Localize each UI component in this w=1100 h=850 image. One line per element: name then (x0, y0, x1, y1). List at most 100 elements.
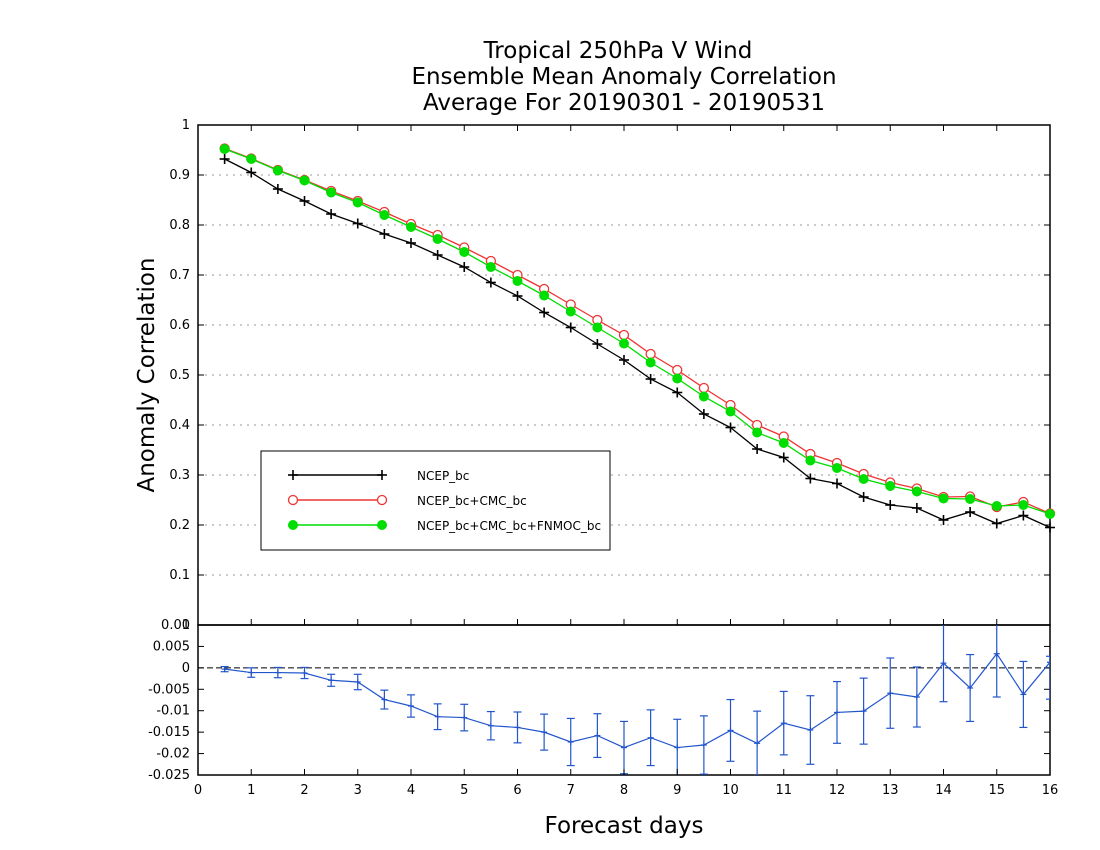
y-tick-label: 0 (182, 618, 190, 633)
data-point (885, 500, 896, 510)
data-point (619, 355, 629, 365)
data-point (778, 452, 789, 463)
y-tick-label: 0.1 (169, 568, 190, 583)
data-point (725, 406, 736, 417)
data-point (246, 154, 257, 164)
x-tick-label: 9 (673, 783, 681, 798)
data-point (752, 444, 763, 454)
data-point (219, 144, 230, 154)
difference-point (408, 703, 414, 709)
difference-point (221, 666, 228, 673)
difference-point (754, 740, 761, 747)
data-point (858, 492, 869, 502)
data-point (539, 307, 550, 318)
x-axis: 0 1 2 3 4 5 6 7 8 9 10 11 12 13 14 15 16 (194, 125, 1058, 798)
data-point (885, 481, 896, 491)
data-point (326, 187, 337, 198)
difference-point (594, 732, 601, 739)
data-point (565, 322, 576, 333)
data-point (406, 222, 416, 232)
difference-point (434, 713, 441, 720)
data-point (805, 455, 816, 466)
x-tick-label: 6 (513, 783, 521, 798)
title-line-3: Average For 20190301 - 20190531 (423, 90, 825, 116)
data-point (352, 218, 363, 229)
y-tick-label: 0 (182, 661, 190, 676)
difference-point (834, 709, 840, 716)
y-tick-label: 0.2 (169, 518, 190, 533)
data-point (805, 473, 816, 484)
data-point (1018, 510, 1029, 521)
difference-point (487, 722, 494, 729)
difference-point (1047, 659, 1050, 666)
legend: NCEP_bc NCEP_bc+CMC_bc NCEP_bc+CMC_bc+FNMO… (260, 450, 611, 551)
difference-panel: 0.01 0.005 0 -0.005 -0.01 -0.015 -0.02 -0.025 (148, 618, 1051, 783)
data-point (352, 197, 363, 208)
y-tick-label: 0.8 (169, 218, 190, 233)
data-point (1045, 509, 1055, 519)
legend-entry: NCEP_bc (288, 469, 469, 483)
difference-point (647, 734, 654, 741)
data-point (592, 322, 603, 333)
data-point (991, 501, 1002, 511)
data-point (379, 229, 390, 239)
difference-point (567, 739, 574, 745)
x-tick-label: 16 (1042, 783, 1059, 798)
legend-label: NCEP_bc+CMC_bc+FNMOC_bc (417, 519, 601, 533)
data-point (832, 478, 842, 489)
data-point (406, 238, 416, 248)
data-point (272, 165, 283, 176)
x-tick-label: 0 (194, 783, 202, 798)
difference-point (301, 670, 308, 676)
difference-point (887, 690, 894, 697)
difference-point (727, 727, 734, 734)
data-point (725, 422, 736, 433)
data-point (459, 247, 470, 257)
data-point (858, 474, 869, 484)
data-point (698, 382, 710, 394)
difference-point (780, 720, 787, 727)
data-point (938, 493, 949, 504)
data-point (672, 373, 683, 384)
difference-point (967, 685, 974, 691)
difference-point (807, 727, 814, 733)
data-point (752, 427, 763, 438)
data-point (965, 494, 976, 504)
data-point (965, 507, 976, 517)
x-tick-label: 2 (300, 783, 308, 798)
y-tick-label: 0.6 (169, 318, 190, 333)
data-point (645, 374, 656, 384)
data-point (618, 329, 630, 341)
x-tick-label: 7 (567, 783, 575, 798)
difference-point (913, 694, 920, 700)
difference-point (1020, 691, 1027, 698)
x-tick-label: 13 (882, 783, 899, 798)
difference-point (274, 669, 281, 676)
difference-point (860, 708, 867, 715)
difference-point (993, 650, 1000, 657)
error-bar (1046, 655, 1050, 700)
x-tick-label: 3 (354, 783, 362, 798)
data-point (619, 338, 629, 349)
data-point (299, 175, 310, 186)
data-point (938, 515, 949, 525)
x-tick-label: 1 (247, 783, 255, 798)
difference-point (940, 660, 947, 667)
data-point (272, 184, 283, 194)
y-tick-label: 1 (182, 118, 190, 133)
data-point (672, 387, 683, 398)
data-point (512, 276, 523, 286)
y-tick-label: 0.01 (161, 618, 190, 633)
data-point (645, 357, 656, 368)
data-point (485, 262, 496, 272)
difference-point (700, 742, 707, 748)
data-point (539, 290, 550, 301)
data-point (645, 348, 656, 360)
data-point (379, 210, 390, 220)
title-line-2: Ensemble Mean Anomaly Correlation (411, 64, 836, 90)
data-point (432, 250, 443, 260)
data-point (326, 209, 337, 219)
data-point (672, 364, 683, 376)
y-tick-label: -0.005 (148, 682, 190, 697)
